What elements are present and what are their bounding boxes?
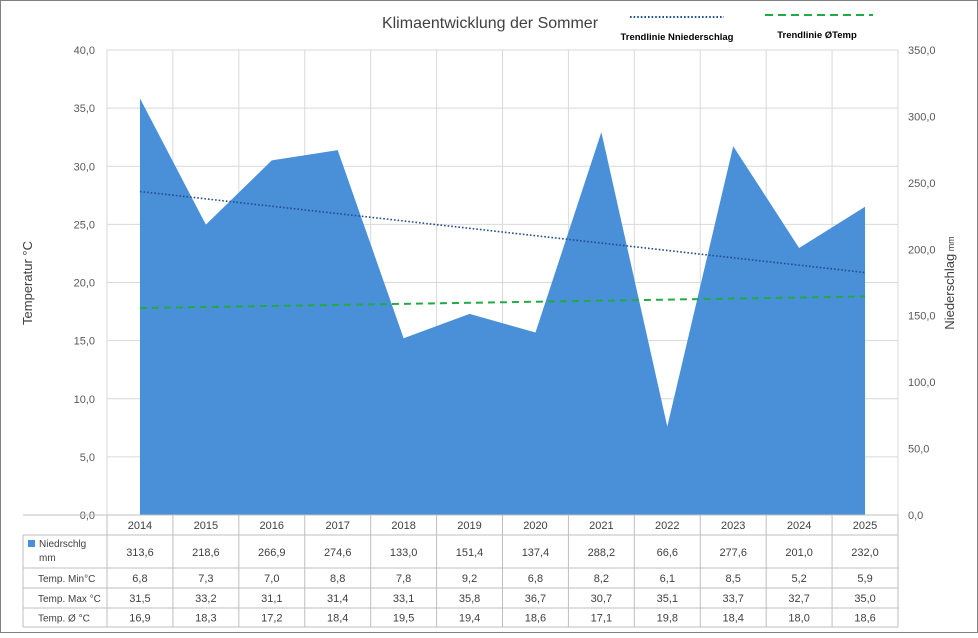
table-cell-temp-avg: 18,4 [722, 613, 743, 625]
table-legend-key-niederschlag [28, 540, 35, 547]
x-axis-category-label: 2019 [457, 520, 481, 532]
table-cell-temp-max: 33,2 [195, 593, 216, 605]
right-axis-tick-label: 100,0 [908, 377, 936, 389]
left-axis-tick-label: 25,0 [74, 219, 95, 231]
x-axis-category-label: 2024 [787, 520, 811, 532]
x-axis-category-label: 2016 [260, 520, 284, 532]
right-axis-tick-label: 150,0 [908, 311, 936, 323]
left-axis-tick-label: 5,0 [80, 452, 95, 464]
table-row-label-temp-avg: Temp. Ø °C [38, 614, 90, 625]
table-cell-temp-max: 35,1 [657, 593, 678, 605]
x-axis-category-label: 2018 [391, 520, 415, 532]
plot-area [107, 50, 898, 515]
table-cell-temp-min: 9,2 [462, 573, 477, 585]
table-cell-niederschlag: 201,0 [785, 547, 813, 559]
table-cell-temp-max: 32,7 [788, 593, 809, 605]
left-axis-tick-label: 20,0 [74, 278, 95, 290]
table-cell-temp-min: 7,3 [198, 573, 213, 585]
table-cell-niederschlag: 137,4 [522, 547, 550, 559]
table-cell-temp-avg: 17,2 [261, 613, 282, 625]
right-axis-tick-label: 350,0 [908, 45, 936, 57]
table-cell-temp-avg: 18,6 [525, 613, 546, 625]
table-cell-temp-max: 33,1 [393, 593, 414, 605]
table-cell-niederschlag: 232,0 [851, 547, 879, 559]
table-cell-temp-max: 31,1 [261, 593, 282, 605]
table-cell-temp-avg: 16,9 [129, 613, 150, 625]
table-cell-temp-max: 36,7 [525, 593, 546, 605]
table-cell-temp-min: 6,1 [660, 573, 675, 585]
table-cell-temp-min: 8,5 [726, 573, 741, 585]
x-axis-category-label: 2025 [853, 520, 877, 532]
table-cell-niederschlag: 313,6 [126, 547, 154, 559]
x-axis-category-label: 2022 [655, 520, 679, 532]
right-axis-tick-label: 200,0 [908, 244, 936, 256]
table-cell-niederschlag: 151,4 [456, 547, 484, 559]
table-cell-niederschlag: 266,9 [258, 547, 286, 559]
left-axis-tick-label: 40,0 [74, 45, 95, 57]
table-cell-temp-min: 7,8 [396, 573, 411, 585]
table-cell-temp-max: 35,0 [854, 593, 875, 605]
right-axis-tick-label: 0,0 [908, 510, 923, 522]
x-axis-category-label: 2023 [721, 520, 745, 532]
right-axis-tick-label: 250,0 [908, 178, 936, 190]
left-axis-tick-label: 30,0 [74, 161, 95, 173]
table-cell-temp-avg: 18,0 [788, 613, 809, 625]
right-axis-title-text: Niederschlag [942, 254, 957, 330]
x-axis-category-label: 2021 [589, 520, 613, 532]
x-axis-category-label: 2017 [325, 520, 349, 532]
table-cell-temp-avg: 17,1 [591, 613, 612, 625]
left-axis-title: Temperatur °C [20, 241, 35, 325]
table-cell-temp-avg: 19,8 [657, 613, 678, 625]
table-cell-temp-max: 35,8 [459, 593, 480, 605]
table-cell-temp-max: 30,7 [591, 593, 612, 605]
table-cell-niederschlag: 133,0 [390, 547, 418, 559]
table-cell-temp-max: 33,7 [722, 593, 743, 605]
chart-title: Klimaentwicklung der Sommer [382, 15, 599, 32]
left-axis-tick-label: 0,0 [80, 510, 95, 522]
table-cell-temp-max: 31,5 [129, 593, 150, 605]
table-cell-temp-avg: 18,4 [327, 613, 348, 625]
x-axis-category-label: 2014 [128, 520, 152, 532]
table-row-label-temp-max: Temp. Max °C [38, 594, 101, 605]
x-axis-category-label: 2020 [523, 520, 547, 532]
table-cell-temp-min: 7,0 [264, 573, 279, 585]
x-axis-category-label: 2015 [194, 520, 218, 532]
table-row-label-niederschlag: Niedrschlg [39, 539, 86, 550]
table-row-label-temp-min: Temp. Min°C [38, 574, 95, 585]
table-cell-temp-min: 8,2 [594, 573, 609, 585]
legend-label-temp-trend: Trendlinie ØTemp [777, 30, 857, 41]
table-cell-niederschlag: 288,2 [588, 547, 616, 559]
table-cell-temp-min: 6,8 [132, 573, 147, 585]
legend-label-niederschlag-trend: Trendlinie Nniederschlag [621, 32, 734, 43]
table-cell-temp-avg: 18,3 [195, 613, 216, 625]
table-cell-niederschlag: 218,6 [192, 547, 220, 559]
table-cell-temp-min: 5,9 [857, 573, 872, 585]
table-cell-niederschlag: 274,6 [324, 547, 352, 559]
left-axis-tick-label: 10,0 [74, 394, 95, 406]
table-cell-niederschlag: 66,6 [657, 547, 678, 559]
table-cell-temp-avg: 18,6 [854, 613, 875, 625]
table-row-label-niederschlag-unit: mm [39, 553, 56, 564]
table-cell-temp-min: 6,8 [528, 573, 543, 585]
left-axis-tick-label: 15,0 [74, 336, 95, 348]
table-cell-temp-avg: 19,4 [459, 613, 480, 625]
table-cell-temp-avg: 19,5 [393, 613, 414, 625]
table-cell-temp-max: 31,4 [327, 593, 348, 605]
right-axis-tick-label: 300,0 [908, 111, 936, 123]
right-axis-tick-label: 50,0 [908, 444, 929, 456]
left-axis-tick-label: 35,0 [74, 103, 95, 115]
table-cell-niederschlag: 277,6 [719, 547, 747, 559]
right-axis-title-unit: mm [946, 236, 956, 254]
table-cell-temp-min: 5,2 [791, 573, 806, 585]
table-cell-temp-min: 8,8 [330, 573, 345, 585]
